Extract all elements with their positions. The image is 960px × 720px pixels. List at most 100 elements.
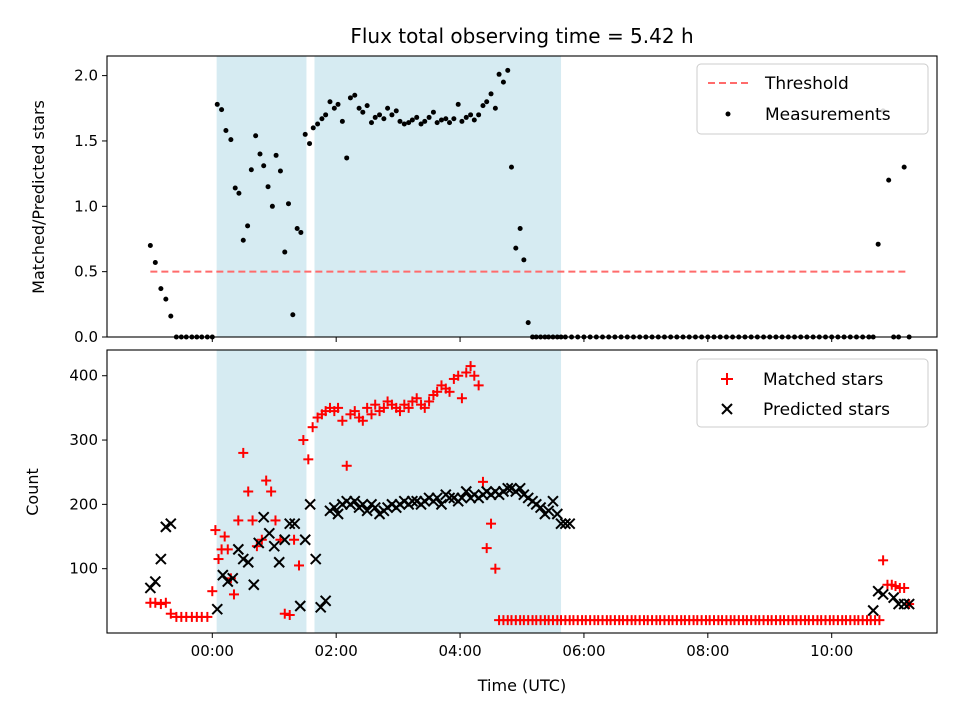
bottom-legend: Matched stars Predicted stars <box>696 358 929 428</box>
measurement-point <box>240 237 246 243</box>
predicted-star-point <box>144 582 157 594</box>
matched-star-point <box>432 386 443 397</box>
measurement-point <box>517 226 523 232</box>
measurement-point <box>476 112 482 118</box>
predicted-star-point <box>456 492 468 504</box>
matched-star-point <box>469 370 480 381</box>
predicted-star-point <box>258 511 270 523</box>
measurement-point <box>273 152 279 158</box>
predicted-star-point <box>242 556 254 568</box>
top-axes-frame <box>106 55 938 338</box>
measurement-point <box>496 71 502 77</box>
measurement-point <box>480 103 486 109</box>
predicted-star-point <box>273 556 285 568</box>
top-shaded-intervals <box>216 56 562 337</box>
matched-star-point <box>341 460 352 471</box>
predicted-star-point <box>237 553 249 565</box>
measurement-point <box>381 116 387 122</box>
predicted-star-point <box>211 603 223 615</box>
x-tick-label: 10:00 <box>810 642 853 660</box>
measurement-point <box>344 155 350 161</box>
predicted-star-point <box>555 517 567 530</box>
predicted-star-point <box>406 495 419 507</box>
measurement-point <box>352 92 358 98</box>
x-tick-label: 02:00 <box>315 642 358 660</box>
measurement-point <box>158 286 164 292</box>
measurement-point <box>393 108 399 114</box>
bottom-shaded-intervals <box>216 350 562 633</box>
measurement-point <box>331 105 337 111</box>
matched-star-point <box>394 406 405 417</box>
matched-star-point <box>160 597 171 608</box>
measurement-point <box>468 112 474 118</box>
matched-star-point <box>456 393 467 404</box>
predicted-star-point <box>877 588 889 601</box>
matched-star-point <box>307 422 318 433</box>
x-tick-label: 00:00 <box>191 642 234 660</box>
predicted-star-point <box>310 553 322 565</box>
measurement-point <box>397 118 403 124</box>
measurement-point <box>525 320 531 326</box>
matched-star-point <box>453 370 464 381</box>
matched-star-point <box>303 454 314 465</box>
measurement-point <box>372 114 378 120</box>
matched-star-point <box>279 608 290 619</box>
top-panel: 0.00.51.01.52.0 Matched/Predicted stars … <box>29 55 938 346</box>
measurement-point <box>285 201 291 207</box>
matched-star-point <box>411 393 422 404</box>
matched-star-point <box>266 486 277 497</box>
measurement-point <box>418 121 424 127</box>
measurement-point <box>521 257 527 263</box>
matched-star-point <box>228 589 239 600</box>
measurement-point <box>310 125 316 131</box>
matched-star-point <box>878 555 889 566</box>
measurement-point <box>356 105 362 111</box>
predicted-star-point <box>328 501 341 514</box>
measurement-point <box>455 101 461 107</box>
measurement-point <box>389 112 395 118</box>
matched-star-point <box>481 543 492 554</box>
y-tick-label: 300 <box>69 431 98 449</box>
x-axis-label: Time (UTC) <box>477 676 566 695</box>
measurement-point <box>505 67 511 73</box>
measurement-point <box>253 133 259 139</box>
matched-star-point <box>155 599 166 610</box>
bottom-y-axis-label: Count <box>23 468 42 516</box>
measurement-point <box>513 245 519 251</box>
measurement-point <box>406 120 412 126</box>
matched-star-point <box>222 544 233 555</box>
matched-star-point <box>874 615 885 626</box>
measurement-point <box>236 190 242 196</box>
predicted-star-point <box>332 508 344 520</box>
bottom-shaded-interval-0 <box>216 350 307 633</box>
matched-star-point <box>444 386 455 397</box>
top-shaded-interval-1 <box>314 56 562 337</box>
measurement-point <box>385 105 391 111</box>
measurement-point <box>277 168 283 174</box>
predicted-star-point <box>349 495 361 507</box>
measurement-point <box>488 91 494 97</box>
matched-star-point <box>349 406 360 417</box>
measurement-point <box>323 112 329 118</box>
measurement-point <box>265 184 271 190</box>
predicted-star-point <box>299 534 311 546</box>
predicted-star-point <box>279 534 291 546</box>
measurement-point <box>401 121 407 127</box>
predicted-star-point <box>263 527 275 540</box>
matched-star-point <box>370 399 381 410</box>
matched-star-point <box>289 534 300 545</box>
predicted-star-point <box>284 517 296 530</box>
x-tick-label: 06:00 <box>562 642 605 660</box>
matched-star-point <box>213 554 224 565</box>
measurement-point <box>875 241 881 247</box>
matched-star-point <box>247 515 258 526</box>
matched-star-point <box>357 415 368 426</box>
top-y-axis-label: Matched/Predicted stars <box>29 100 48 294</box>
measurement-point <box>347 95 353 101</box>
predicted-star-point <box>431 492 443 504</box>
measurement-point <box>377 112 383 118</box>
measurement-point <box>508 164 514 170</box>
measurement-point <box>886 177 892 183</box>
top-x-ticks <box>211 337 833 342</box>
